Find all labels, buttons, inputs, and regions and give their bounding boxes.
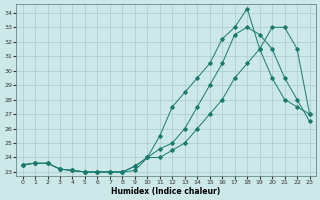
X-axis label: Humidex (Indice chaleur): Humidex (Indice chaleur) xyxy=(111,187,221,196)
